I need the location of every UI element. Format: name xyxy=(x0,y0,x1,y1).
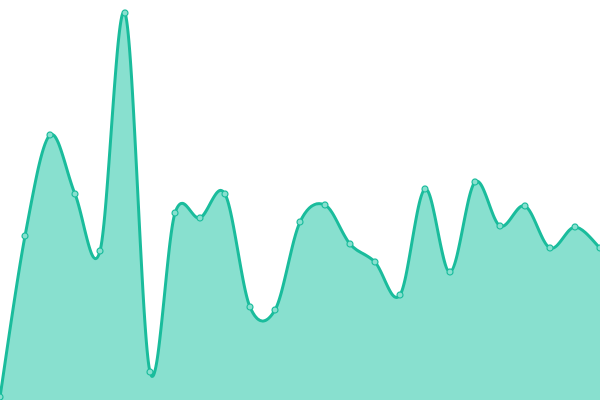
data-point-11 xyxy=(271,306,279,314)
data-point-9 xyxy=(221,190,229,198)
data-point-8 xyxy=(196,214,204,222)
data-points xyxy=(0,9,600,400)
data-point-16 xyxy=(396,291,404,299)
data-point-21 xyxy=(521,202,529,210)
data-point-10 xyxy=(246,303,254,311)
data-point-12 xyxy=(296,218,304,226)
data-point-18 xyxy=(446,268,454,276)
data-point-24 xyxy=(596,244,600,252)
data-point-23 xyxy=(571,223,579,231)
data-point-4 xyxy=(96,247,104,255)
data-point-22 xyxy=(546,244,554,252)
data-point-20 xyxy=(496,222,504,230)
data-point-17 xyxy=(421,185,429,193)
data-point-0 xyxy=(0,393,4,400)
data-point-14 xyxy=(346,240,354,248)
data-point-19 xyxy=(471,178,479,186)
data-point-2 xyxy=(46,131,54,139)
area-fill xyxy=(0,11,600,400)
data-point-15 xyxy=(371,258,379,266)
data-point-7 xyxy=(171,209,179,217)
data-point-5 xyxy=(121,9,129,17)
data-point-3 xyxy=(71,190,79,198)
data-point-1 xyxy=(21,232,29,240)
data-point-13 xyxy=(321,201,329,209)
data-point-6 xyxy=(146,368,154,376)
